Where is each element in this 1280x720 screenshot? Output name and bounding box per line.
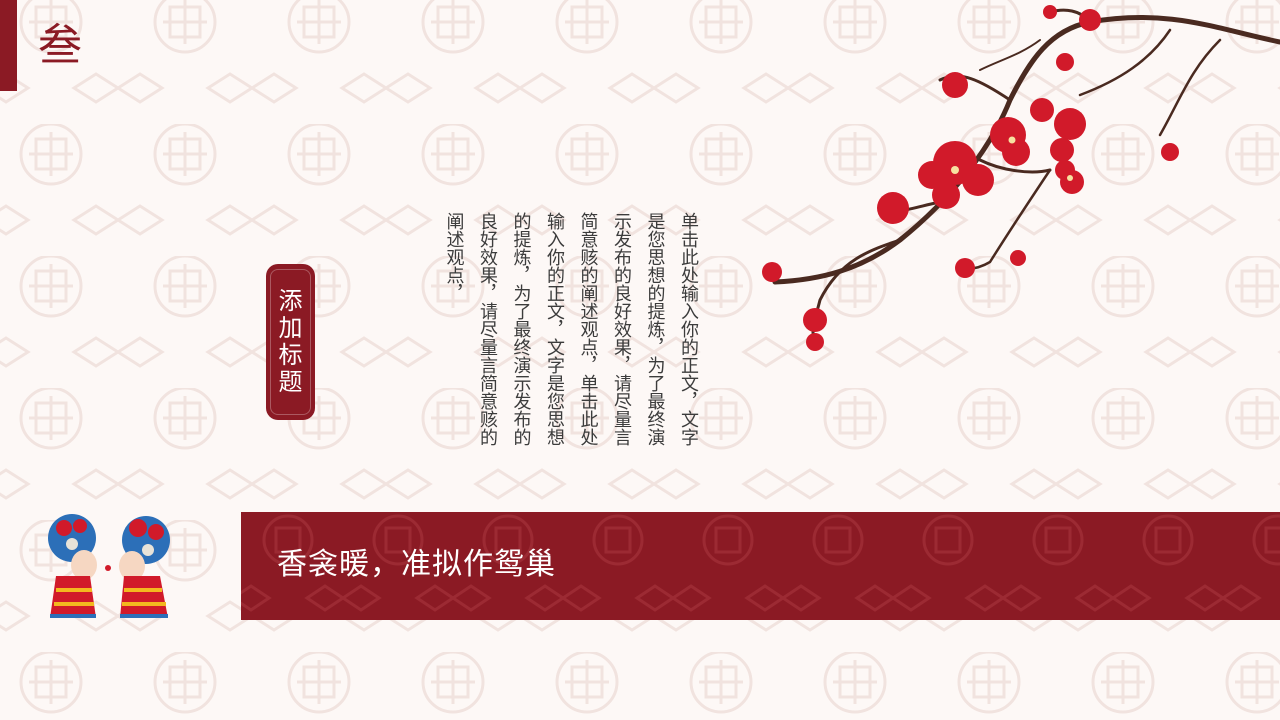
section-title-badge[interactable]: 添加标题 (266, 264, 315, 420)
body-paragraph[interactable]: 单击此处输入你的正文，文字是您思想的提炼，为了最终演示发布的良好效果，请尽量言简… (443, 212, 700, 446)
corner-accent-bar (0, 0, 17, 91)
quote-banner: 香衾暖，准拟作鸳巢 (241, 512, 1280, 620)
plum-blossom-branch (762, 5, 1280, 351)
section-title: 添加标题 (278, 287, 303, 396)
bride-groom-illustration (48, 514, 170, 618)
banner-quote: 香衾暖，准拟作鸳巢 (277, 547, 556, 582)
section-number: 叁 (38, 20, 82, 71)
banner-pattern (241, 512, 1280, 620)
